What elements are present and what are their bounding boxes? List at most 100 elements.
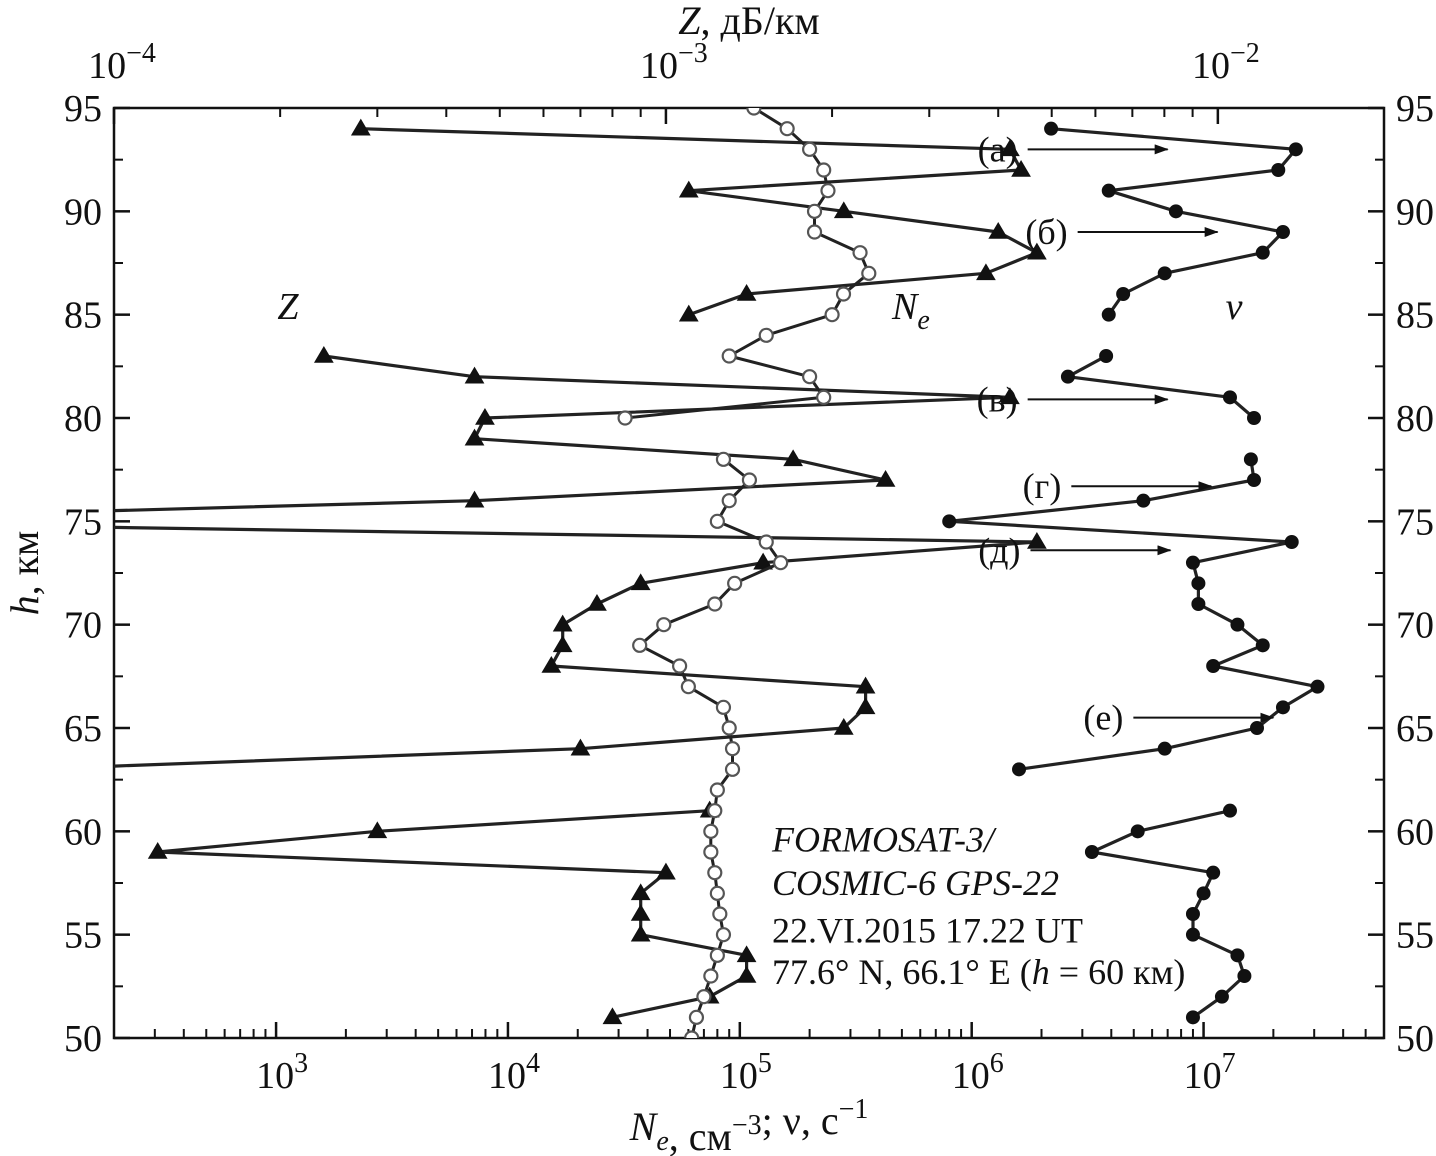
series-label-z: Z bbox=[277, 286, 299, 328]
series-ne-point bbox=[696, 989, 712, 1005]
annotation-label: (д) bbox=[978, 530, 1020, 570]
series-ne-point bbox=[617, 410, 633, 426]
series-ne-point bbox=[779, 121, 795, 137]
series-nu-point bbox=[1250, 721, 1265, 735]
y-tick-label-left: 75 bbox=[64, 501, 102, 543]
series-nu-point bbox=[1185, 927, 1200, 942]
series-label-ne: Ne bbox=[891, 286, 930, 336]
series-z-point bbox=[587, 594, 607, 611]
plot-area bbox=[114, 108, 1325, 1038]
series-ne-point bbox=[816, 389, 832, 405]
series-ne-point bbox=[703, 823, 719, 839]
series-z-point bbox=[464, 428, 485, 446]
series-ne bbox=[617, 108, 877, 1038]
y-tick-label-left: 70 bbox=[64, 605, 102, 647]
series-ne-point bbox=[802, 369, 818, 385]
series-ne-point bbox=[816, 162, 832, 178]
series-z-line bbox=[114, 354, 1039, 768]
series-ne-point bbox=[709, 885, 725, 901]
series-z-point bbox=[147, 842, 168, 859]
series-z-point bbox=[1027, 242, 1047, 260]
y-tick-label-left: 95 bbox=[64, 88, 102, 130]
series-z-point bbox=[988, 222, 1009, 239]
y-tick-label-left: 50 bbox=[64, 1018, 102, 1060]
series-z-point bbox=[630, 883, 651, 901]
info-note: FORMOSAT-3/COSMIC-6 GPS-22 22.VI.2015 17.… bbox=[771, 820, 1185, 992]
series-ne-point bbox=[715, 927, 732, 943]
series-nu-point bbox=[1196, 886, 1211, 901]
series-ne-point bbox=[746, 108, 762, 116]
x-top-tick-label: 10−4 bbox=[88, 38, 156, 87]
y-tick-label-right: 80 bbox=[1396, 398, 1434, 440]
series-z-point bbox=[630, 904, 651, 921]
y-axis-title: h, км bbox=[2, 531, 47, 616]
series-ne-point bbox=[758, 534, 774, 550]
series-nu-point bbox=[1243, 452, 1258, 467]
series-ne-point bbox=[707, 803, 723, 819]
series-ne-point bbox=[721, 348, 737, 364]
series-nu-point bbox=[1275, 700, 1290, 715]
series-z-point bbox=[1000, 387, 1020, 405]
series-nu-point bbox=[942, 514, 957, 529]
series-ne-point bbox=[721, 493, 737, 509]
x-top-tick-label: 10−3 bbox=[640, 38, 708, 87]
y-tick-label-right: 95 bbox=[1396, 88, 1434, 130]
annotation-label: (а) bbox=[978, 129, 1018, 169]
y-tick-label-left: 90 bbox=[64, 191, 102, 233]
series-nu-point bbox=[1222, 390, 1237, 405]
series-ne-line bbox=[624, 108, 871, 420]
x-bottom-tick-label: 106 bbox=[952, 1048, 1004, 1097]
series-z-point bbox=[464, 366, 485, 384]
series-nu-point bbox=[1130, 824, 1145, 839]
series-z-point bbox=[1011, 160, 1031, 177]
series-z-point bbox=[552, 635, 573, 653]
series-ne-point bbox=[656, 617, 672, 633]
series-nu-point bbox=[1136, 493, 1151, 508]
series-nu-point bbox=[1012, 762, 1027, 777]
series-z-point bbox=[350, 118, 371, 136]
annotation-label: (е) bbox=[1083, 698, 1123, 738]
series-ne-point bbox=[727, 575, 743, 591]
series-nu-point bbox=[1246, 411, 1261, 425]
series-nu-point bbox=[1255, 245, 1270, 260]
series-ne-point bbox=[715, 451, 732, 467]
y-tick-label-right: 70 bbox=[1396, 605, 1434, 647]
series-nu-point bbox=[1185, 555, 1200, 570]
series-nu-point bbox=[1191, 597, 1206, 611]
series-nu-point bbox=[1116, 287, 1131, 301]
series-z bbox=[114, 118, 1047, 1025]
x-bottom-tick-label: 103 bbox=[256, 1048, 308, 1097]
series-nu-point bbox=[1222, 803, 1237, 818]
series-z-point bbox=[552, 614, 573, 632]
series-nu-point bbox=[1084, 845, 1099, 859]
y-tick-label-right: 85 bbox=[1396, 295, 1434, 337]
annotation-label: (в) bbox=[977, 379, 1018, 419]
series-z-point bbox=[630, 573, 651, 591]
series-ne-point bbox=[861, 265, 877, 281]
series-nu-point bbox=[1271, 163, 1286, 177]
series-z-point bbox=[1027, 532, 1047, 549]
series-z-line bbox=[360, 127, 1039, 317]
series-ne-point bbox=[672, 658, 688, 674]
x-bottom-tick-label: 107 bbox=[1184, 1048, 1236, 1097]
series-nu-point bbox=[1284, 535, 1299, 549]
y-tick-label-right: 60 bbox=[1396, 811, 1434, 853]
y-tick-label-left: 55 bbox=[64, 915, 102, 957]
series-z-point bbox=[1000, 139, 1020, 157]
series-ne-point bbox=[707, 865, 723, 881]
series-nu-point bbox=[1060, 369, 1075, 384]
series-z-point bbox=[602, 1007, 623, 1025]
annotation-label: (б) bbox=[1025, 212, 1067, 252]
series-nu-point bbox=[1185, 907, 1200, 921]
x-top-axis-title: Z, дБ/км bbox=[678, 0, 819, 43]
series-z-point bbox=[875, 470, 896, 487]
series-ne-point bbox=[632, 637, 648, 653]
series-z-point bbox=[313, 346, 334, 363]
series-nu-point bbox=[1101, 307, 1116, 322]
series-nu-point bbox=[1255, 638, 1270, 653]
series-nu-point bbox=[1101, 183, 1116, 198]
series-z-point bbox=[736, 284, 757, 301]
series-nu-point bbox=[1185, 1010, 1200, 1025]
x-top-tick-label: 10−2 bbox=[1192, 38, 1260, 87]
series-ne-point bbox=[684, 1030, 700, 1038]
